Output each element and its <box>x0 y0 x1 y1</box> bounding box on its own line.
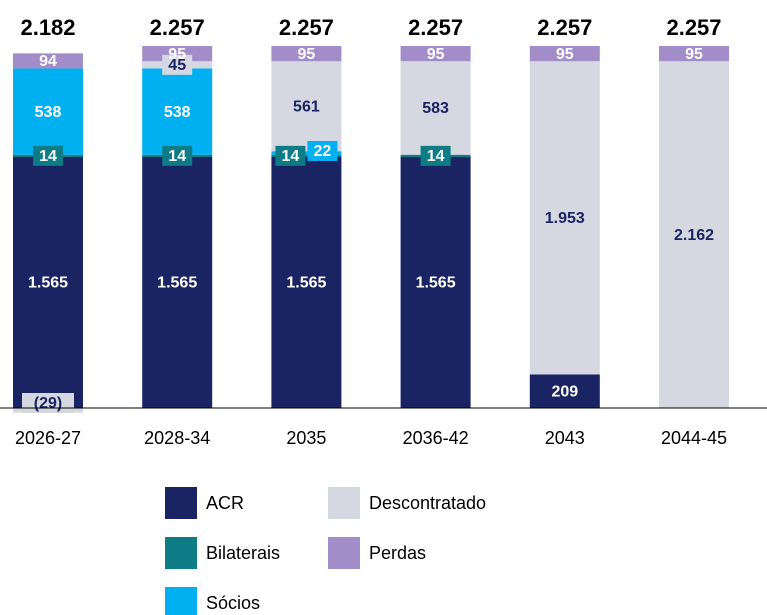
bar-segment <box>400 61 471 155</box>
bar-segment <box>13 68 83 155</box>
value-label: 1.565 <box>416 275 456 292</box>
value-label: 14 <box>39 148 57 165</box>
value-label: 14 <box>282 148 300 165</box>
legend-swatch <box>328 537 360 569</box>
bar-segment <box>659 46 729 62</box>
value-label: 1.565 <box>286 275 326 292</box>
label-box <box>307 140 338 161</box>
bar-segment <box>271 156 342 408</box>
bar-segment <box>142 46 213 62</box>
label-box <box>420 145 451 166</box>
label-box <box>162 145 193 166</box>
bar-segment <box>529 46 600 62</box>
value-label: 95 <box>685 46 703 63</box>
x-tick-label: 2035 <box>286 428 326 448</box>
legend-label: Bilaterais <box>206 543 280 563</box>
value-label: 94 <box>39 53 57 70</box>
bar-segment <box>529 374 600 408</box>
legend-label: Perdas <box>369 543 426 563</box>
legend-label: Sócios <box>206 593 260 613</box>
x-tick-label: 2036-42 <box>403 428 469 448</box>
x-tick-label: 2026-27 <box>15 428 81 448</box>
bar-segment <box>142 156 213 408</box>
value-label: (29) <box>34 395 62 412</box>
value-label: 1.953 <box>545 210 585 227</box>
value-label: 95 <box>556 46 574 63</box>
bar-segment <box>271 46 342 62</box>
total-label: 2.182 <box>20 15 75 40</box>
legend-label: ACR <box>206 493 244 513</box>
bar-segment <box>142 68 213 155</box>
value-label: 1.565 <box>28 275 68 292</box>
bar-segment <box>659 61 729 409</box>
value-label: 14 <box>427 148 445 165</box>
x-tick-label: 2044-45 <box>661 428 727 448</box>
label-box <box>275 145 306 166</box>
value-label: 561 <box>293 98 320 115</box>
total-label: 2.257 <box>408 15 463 40</box>
bar-segment <box>13 156 83 408</box>
label-box <box>33 145 63 166</box>
value-label: 538 <box>164 104 191 121</box>
value-label: 583 <box>422 100 449 117</box>
legend-swatch <box>165 587 197 615</box>
legend-swatch <box>328 487 360 519</box>
value-label: 45 <box>168 57 186 74</box>
value-label: 95 <box>427 46 445 63</box>
total-label: 2.257 <box>150 15 205 40</box>
value-label: 2.162 <box>674 227 714 244</box>
total-label: 2.257 <box>537 15 592 40</box>
value-label: 95 <box>168 46 186 63</box>
label-box <box>162 54 193 75</box>
bar-segment <box>400 46 471 62</box>
bar-segment <box>271 151 342 155</box>
bar-segment <box>271 61 342 152</box>
value-label: 22 <box>314 143 332 160</box>
legend-swatch <box>165 537 197 569</box>
total-label: 2.257 <box>279 15 334 40</box>
value-label: 209 <box>551 383 578 400</box>
value-label: 95 <box>298 46 316 63</box>
bar-segment <box>400 156 471 408</box>
legend-label: Descontratado <box>369 493 486 513</box>
x-tick-label: 2043 <box>545 428 585 448</box>
x-tick-label: 2028-34 <box>144 428 210 448</box>
value-label: 14 <box>168 148 186 165</box>
bar-segment <box>529 61 600 375</box>
value-label: 538 <box>35 104 62 121</box>
legend-swatch <box>165 487 197 519</box>
total-label: 2.257 <box>666 15 721 40</box>
bar-segment <box>13 53 83 69</box>
value-label: 1.565 <box>157 275 197 292</box>
bar-segment <box>271 154 342 157</box>
